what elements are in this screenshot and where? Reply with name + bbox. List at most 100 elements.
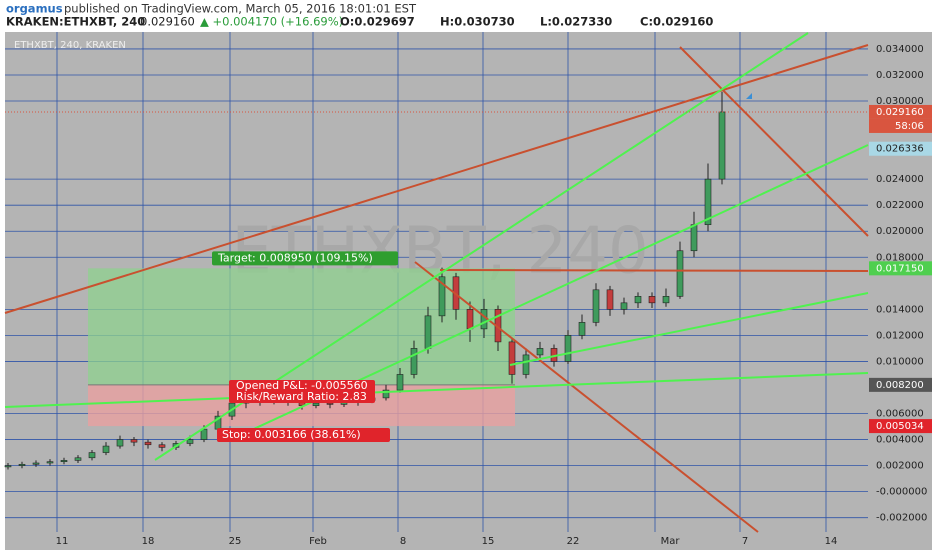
- candle-body: [438, 276, 446, 317]
- candle-body: [130, 439, 138, 443]
- y-tick-label: 0.030000: [876, 96, 924, 107]
- y-tick-label: 0.012000: [876, 330, 924, 341]
- candle-body: [508, 341, 516, 375]
- candle-body: [144, 441, 152, 446]
- candle-body: [18, 463, 26, 466]
- candle-body: [4, 465, 12, 468]
- x-tick-label: 11: [56, 536, 69, 547]
- candle-body: [424, 315, 432, 349]
- price-tag: [869, 377, 932, 392]
- candle-body: [522, 354, 530, 375]
- trendline: [439, 269, 869, 272]
- trendline: [679, 46, 869, 237]
- x-tick-label: 7: [742, 536, 748, 547]
- candle-body: [74, 457, 82, 461]
- price-tag: [869, 104, 932, 119]
- y-tick-label: 0.010000: [876, 356, 924, 367]
- candle-body: [620, 302, 628, 310]
- change: ▲ +0.004170 (+16.69%): [200, 15, 343, 29]
- y-tick-label: -0.002000: [876, 513, 927, 524]
- last-price: 0.029160: [140, 15, 195, 29]
- candle-body: [648, 296, 656, 304]
- legend: ETHXBT, 240, KRAKEN: [14, 40, 126, 51]
- candle-body: [326, 402, 334, 405]
- label-box: [229, 380, 375, 403]
- icon: [740, 93, 752, 99]
- y-tick-label: -0.000000: [876, 487, 927, 498]
- price-tag-label: 0.029160: [876, 107, 924, 118]
- trendline: [4, 44, 869, 314]
- y-tick-label: 0.002000: [876, 461, 924, 472]
- x-tick-label: 18: [142, 536, 155, 547]
- price-tag-label: 0.005034: [876, 421, 924, 432]
- y-tick-label: 0.034000: [876, 44, 924, 55]
- candle-body: [662, 296, 670, 304]
- countdown-box: [869, 118, 932, 133]
- y-tick-label: 0.020000: [876, 226, 924, 237]
- candle-body: [46, 461, 54, 464]
- price-tag: [869, 261, 932, 276]
- pnl-label: Opened P&L: -0.005560: [236, 379, 368, 392]
- price-tag-label: 0.008200: [876, 380, 924, 391]
- candle-body: [32, 462, 40, 465]
- candle-body: [466, 309, 474, 330]
- ohlc: C:0.029160: [640, 15, 713, 29]
- y-tick-label: 0.014000: [876, 304, 924, 315]
- rr-label: Risk/Reward Ratio: 2.83: [236, 390, 367, 403]
- price-tag: [869, 141, 932, 156]
- y-tick-label: 0.018000: [876, 252, 924, 263]
- candle-body: [634, 296, 642, 304]
- ohlc: L:0.027330: [540, 15, 612, 29]
- label-box: [212, 251, 398, 266]
- candle-body: [312, 402, 320, 406]
- x-tick-label: 25: [229, 536, 242, 547]
- candle-body: [60, 460, 68, 462]
- price-tag-label: 0.017150: [876, 263, 924, 274]
- y-tick-label: 0.024000: [876, 174, 924, 185]
- target-label: Target: 0.008950 (109.15%): [217, 251, 373, 264]
- ohlc: H:0.030730: [440, 15, 515, 29]
- candle-body: [564, 335, 572, 362]
- target-zone: [88, 268, 515, 385]
- candle-body: [536, 348, 544, 356]
- y-tick-label: 0.006000: [876, 409, 924, 420]
- candle-body: [102, 445, 110, 453]
- trendline: [414, 261, 759, 533]
- x-tick-label: 15: [482, 536, 495, 547]
- symbol: KRAKEN:ETHXBT, 240: [6, 15, 145, 29]
- countdown: 58:06: [895, 121, 924, 132]
- label-box: [217, 428, 390, 442]
- trendline: [509, 292, 869, 366]
- candle-body: [578, 322, 586, 336]
- candle-body: [396, 374, 404, 391]
- x-tick-label: 22: [567, 536, 580, 547]
- candle-body: [704, 178, 712, 226]
- user: orgamus: [6, 2, 63, 16]
- candle-body: [718, 111, 726, 180]
- candle-body: [88, 452, 96, 459]
- candle-body: [676, 250, 684, 297]
- y-tick-label: 0.004000: [876, 435, 924, 446]
- candle-body: [158, 444, 166, 448]
- candle-body: [592, 289, 600, 323]
- price-tag: [869, 419, 932, 434]
- trendline: [4, 372, 869, 408]
- candle-body: [382, 389, 390, 399]
- published: published on TradingView.com, March 05, …: [64, 2, 417, 16]
- x-tick-label: 8: [400, 536, 406, 547]
- x-tick-label: Mar: [661, 536, 681, 547]
- candle-body: [186, 439, 194, 444]
- x-tick-label: Feb: [309, 536, 327, 547]
- ohlc: O:0.029697: [340, 15, 415, 29]
- candle-body: [690, 224, 698, 252]
- candle-body: [606, 289, 614, 310]
- candle-body: [410, 348, 418, 375]
- time-axis: [5, 532, 932, 550]
- price-tag-label: 0.026336: [876, 144, 924, 155]
- candle-body: [116, 439, 124, 447]
- stop-label: Stop: 0.003166 (38.61%): [222, 428, 361, 441]
- candle-body: [200, 428, 208, 440]
- y-tick-label: 0.032000: [876, 70, 924, 81]
